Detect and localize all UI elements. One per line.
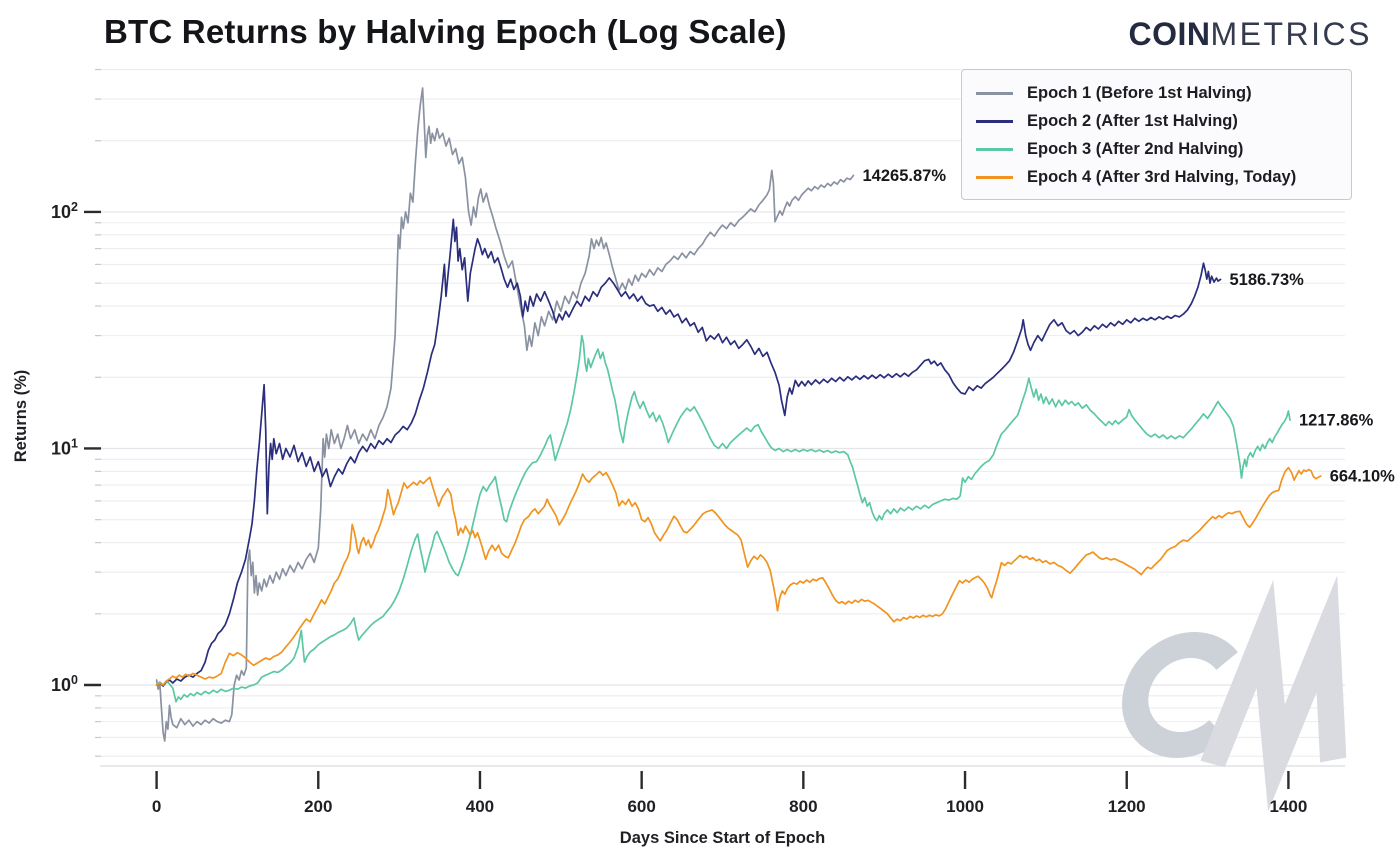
legend-swatch-line: [976, 119, 1013, 123]
x-tick-label: 1000: [946, 797, 984, 816]
x-tick-label: 1400: [1269, 797, 1307, 816]
legend-swatch-line: [976, 91, 1013, 95]
x-axis-title: Days Since Start of Epoch: [620, 829, 825, 847]
x-tick-label: 400: [466, 797, 494, 816]
legend-item-epoch-2: Epoch 2 (After 1st Halving): [976, 107, 1337, 135]
coinmetrics-logo: COINMETRICS: [1129, 16, 1373, 53]
series-line-epoch-1: [155, 87, 855, 742]
x-tick-label: 1200: [1108, 797, 1146, 816]
page-title: BTC Returns by Halving Epoch (Log Scale): [104, 13, 787, 50]
legend-item-epoch-4: Epoch 4 (After 3rd Halving, Today): [976, 163, 1337, 191]
legend-item-label: Epoch 1 (Before 1st Halving): [1027, 83, 1252, 102]
x-tick-label: 0: [152, 797, 161, 816]
legend-item-label: Epoch 3 (After 2nd Halving): [1027, 139, 1244, 158]
end-value-annotation-epoch-4: 664.10%: [1330, 468, 1395, 486]
series-line-epoch-4: [155, 466, 1322, 686]
y-tick-label: 102: [51, 200, 78, 222]
series-group: [155, 87, 1322, 742]
y-tick-label: 101: [51, 436, 78, 458]
end-value-annotation-epoch-1: 14265.87%: [863, 167, 947, 185]
legend-item-label: Epoch 4 (After 3rd Halving, Today): [1027, 167, 1297, 186]
legend-swatch-line: [976, 147, 1013, 151]
logo-coin-text: COIN: [1128, 16, 1211, 52]
y-tick-label: 100: [51, 673, 78, 695]
x-tick-label: 200: [304, 797, 332, 816]
series-line-epoch-3: [155, 334, 1291, 703]
watermark-cm-icon: [1122, 575, 1347, 812]
end-value-annotation-epoch-3: 1217.86%: [1299, 412, 1374, 430]
series-line-epoch-2: [155, 218, 1222, 687]
legend: Epoch 1 (Before 1st Halving) Epoch 2 (Aft…: [961, 69, 1352, 200]
end-value-annotation-epoch-2: 5186.73%: [1230, 271, 1305, 289]
legend-item-epoch-1: Epoch 1 (Before 1st Halving): [976, 79, 1337, 107]
y-axis-title: Returns (%): [12, 370, 30, 463]
x-tick-label: 600: [627, 797, 655, 816]
legend-swatch-line: [976, 175, 1013, 179]
legend-item-epoch-3: Epoch 3 (After 2nd Halving): [976, 135, 1337, 163]
logo-metrics-text: METRICS: [1210, 16, 1372, 52]
legend-item-label: Epoch 2 (After 1st Halving): [1027, 111, 1238, 130]
x-tick-label: 800: [789, 797, 817, 816]
